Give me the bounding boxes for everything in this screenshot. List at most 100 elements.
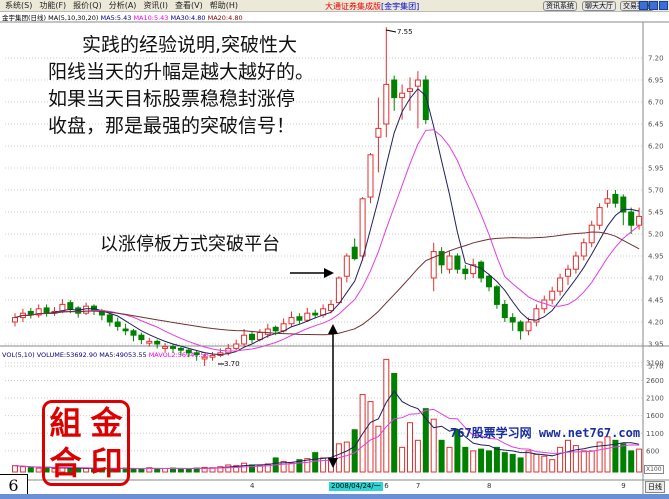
candle-body <box>383 83 390 125</box>
candle-body <box>12 317 18 323</box>
volume-bar <box>430 418 437 473</box>
price-ma5-line <box>14 88 640 356</box>
candle-body <box>454 255 461 270</box>
low-price-label: 3.70 <box>224 360 240 368</box>
month-label: 6 <box>384 482 389 490</box>
volume-info-line: VOL(5,10) VOLUME:53692.90 MA5:49053.55 M… <box>2 351 209 359</box>
candle-body <box>399 92 406 99</box>
candle-body <box>438 251 445 266</box>
volume-bar <box>162 467 169 473</box>
candle-body <box>596 207 603 226</box>
close-icon[interactable] <box>659 1 668 10</box>
volume-bar <box>367 401 374 473</box>
volume-bar <box>130 468 137 473</box>
candle-body <box>636 215 643 226</box>
volume-bar <box>422 408 429 473</box>
arrow-head-icon <box>328 324 338 334</box>
menu-item[interactable]: 功能(F) <box>39 1 67 10</box>
candle-body <box>249 333 255 341</box>
candle-body <box>106 314 113 323</box>
candle-body <box>367 154 374 198</box>
volume-bar <box>296 459 303 473</box>
restore-icon[interactable] <box>649 1 658 10</box>
candle-body <box>241 334 248 345</box>
candle-body <box>146 340 153 344</box>
watermark: 767股票学习网 www.net767.com <box>450 426 641 440</box>
price-tick-label: 4.45 <box>648 297 664 305</box>
volume-bar <box>304 458 311 473</box>
price-tick-label: 6.95 <box>648 77 664 85</box>
volume-bar <box>541 455 548 473</box>
candle-body <box>525 321 532 332</box>
volume-bar <box>525 450 532 473</box>
price-tick-label: 4.20 <box>648 319 664 327</box>
menu-item[interactable]: 系统(S) <box>5 1 33 10</box>
menu-item[interactable]: 帮助(H) <box>209 1 239 10</box>
volume-bar <box>343 441 350 473</box>
volume-bar <box>501 452 508 473</box>
candle-body <box>628 211 635 226</box>
candle-body <box>351 246 358 260</box>
volume-bar <box>462 446 469 473</box>
menu-item[interactable]: 报价(Q) <box>73 1 102 10</box>
volume-bar <box>19 466 26 473</box>
menu-item[interactable]: 资讯(I) <box>143 1 169 10</box>
seal-char: 合 <box>49 444 82 482</box>
candle-body <box>185 349 192 354</box>
candle-body <box>407 88 413 92</box>
candle-body <box>572 255 579 270</box>
high-pointer <box>385 29 397 33</box>
candle-body <box>549 290 556 301</box>
info-system-button[interactable]: 资讯系统 <box>543 1 577 11</box>
candle-body <box>557 277 564 292</box>
volume-bar <box>580 450 587 473</box>
volume-bar <box>572 445 579 473</box>
price-tick-label: 7.20 <box>648 55 664 63</box>
status-bar <box>0 494 669 499</box>
volume-bar <box>517 457 524 473</box>
volume-bar <box>628 450 635 473</box>
candle-body <box>446 255 453 270</box>
volume-tick-label: 2600 <box>646 377 664 385</box>
price-ma30-line <box>14 231 640 336</box>
volume-bar <box>470 450 477 473</box>
volume-bar <box>27 467 34 473</box>
month-label: 4 <box>250 482 255 490</box>
volume-bar <box>493 446 500 473</box>
candle-body <box>35 308 42 316</box>
volume-bar <box>636 448 643 473</box>
arrow-head-icon <box>324 268 334 278</box>
ma30-value: MA30:4.80 <box>170 14 206 22</box>
chat-hall-button[interactable]: 聊天大厅 <box>582 1 616 11</box>
candle-body <box>580 242 587 257</box>
period-button[interactable]: 日线 <box>645 481 665 493</box>
candle-body <box>620 196 627 213</box>
candle-body <box>612 193 619 204</box>
candle-body <box>422 79 429 121</box>
high-price-label: 7.55 <box>397 28 413 36</box>
volume-bar <box>478 448 485 473</box>
volume-bar <box>509 453 516 473</box>
vol-mavol2: MAVOL2:56940.56 <box>148 351 209 359</box>
annotation-line-4: 收盘，那是最强的突破信号！ <box>48 115 296 137</box>
candle-body <box>193 352 200 356</box>
month-label: 7 <box>415 482 421 490</box>
annotation-line-2: 阳线当天的升幅是越大越好的。 <box>48 61 315 83</box>
menu-item[interactable]: 查看(V) <box>175 1 203 10</box>
menu-item[interactable]: 分析(A) <box>108 1 137 10</box>
minimize-icon[interactable] <box>639 1 648 10</box>
candle-body <box>288 317 295 325</box>
candle-body <box>509 317 516 323</box>
volume-tick-label: 600 <box>646 447 659 455</box>
breakout-annotation: 以涨停板方式突破平台 <box>100 234 280 255</box>
price-tick-label: 5.45 <box>648 209 664 217</box>
volume-bar <box>264 463 271 473</box>
cursor-date: 2008/04/24/一 <box>329 482 383 491</box>
volume-bar <box>454 429 461 473</box>
candle-body <box>430 251 437 279</box>
volume-ma10-line <box>14 408 640 469</box>
candle-body <box>201 356 208 360</box>
candle-body <box>328 303 334 312</box>
ma5-value: MA5:5.43 <box>100 14 132 22</box>
volume-bar <box>288 462 295 473</box>
